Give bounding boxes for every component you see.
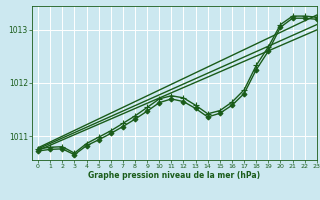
X-axis label: Graphe pression niveau de la mer (hPa): Graphe pression niveau de la mer (hPa) — [88, 171, 260, 180]
